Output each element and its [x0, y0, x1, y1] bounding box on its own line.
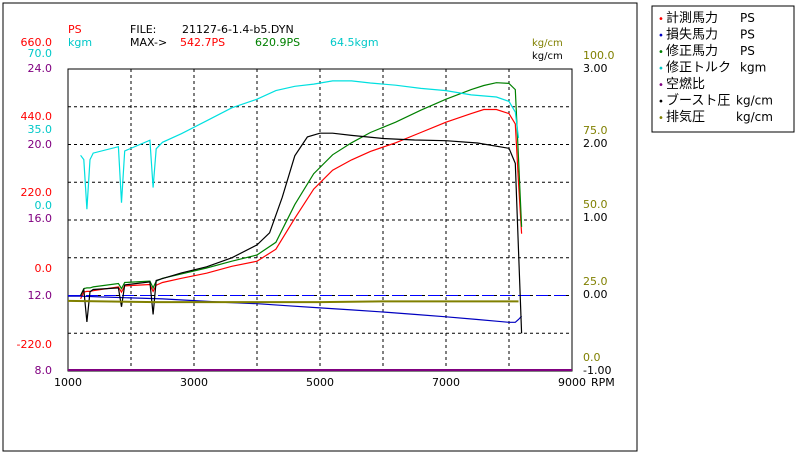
legend-entry-unit: kg/cm	[736, 110, 773, 124]
max-measured-hp: 542.7PS	[180, 36, 225, 49]
max-torque: 64.5kgm	[330, 36, 379, 49]
legend-entry-unit: kg/cm	[736, 94, 773, 108]
kgm-unit-label: kgm	[68, 36, 92, 49]
legend-marker: •	[658, 31, 664, 42]
right-tick-label-boost: 1.00	[583, 211, 608, 224]
loss-hp-line	[68, 295, 523, 323]
legend-marker: •	[658, 64, 664, 75]
right-tick-label-boost: 3.00	[583, 62, 608, 75]
right-tick-label-exhaust: 0.0	[583, 351, 601, 364]
left-tick-label: 0.0	[35, 199, 53, 212]
right-tick-label-boost: 0.00	[583, 288, 608, 301]
x-unit-label: RPM	[591, 376, 615, 389]
legend-entry-unit: PS	[740, 11, 755, 25]
exhaust-unit-label: kg/cm	[532, 38, 563, 49]
right-tick-label-exhaust: 100.0	[583, 49, 615, 62]
x-tick-label: 3000	[180, 376, 208, 389]
left-tick-label: 660.0	[21, 36, 53, 49]
legend-marker: •	[658, 14, 664, 25]
legend-entry-unit: PS	[740, 44, 755, 58]
x-tick-label: 1000	[54, 376, 82, 389]
legend-entry-name: 計測馬力	[666, 10, 718, 26]
right-tick-label-boost: -1.00	[583, 364, 611, 377]
corrected-hp-line	[80, 82, 523, 296]
legend-entry-unit: PS	[740, 28, 755, 42]
x-tick-label: 7000	[432, 376, 460, 389]
ps-unit-label: PS	[68, 23, 82, 36]
left-tick-label: 0.0	[35, 262, 53, 275]
x-axis: 1000 3000 5000 7000 9000 RPM	[54, 376, 615, 389]
legend-entry-name: 排気圧	[666, 109, 705, 125]
left-tick-label: 20.0	[28, 138, 53, 151]
left-tick-label: 24.0	[28, 62, 53, 75]
series-group	[67, 80, 523, 334]
right-tick-label-exhaust: 75.0	[583, 124, 608, 137]
boost-line	[80, 132, 523, 334]
x-tick-label: 5000	[306, 376, 334, 389]
right-tick-label-exhaust: 25.0	[583, 275, 608, 288]
left-tick-label: 440.0	[21, 110, 53, 123]
corrected-torque-line	[80, 80, 520, 210]
right-tick-label-boost: 2.00	[583, 137, 608, 150]
legend-entry-name: 空燃比	[666, 76, 705, 92]
left-axis: 660.070.024.0440.035.020.0220.00.016.00.…	[17, 36, 52, 377]
boost-unit-label: kg/cm	[532, 51, 563, 62]
legend-entry-name: 修正トルク	[666, 61, 731, 76]
max-corrected-hp: 620.9PS	[255, 36, 300, 49]
left-tick-label: 70.0	[28, 47, 53, 60]
legend-entry-unit: kgm	[740, 61, 766, 75]
file-label: FILE:	[130, 23, 156, 36]
left-tick-label: 16.0	[28, 212, 53, 225]
left-tick-label: 8.0	[35, 364, 53, 377]
legend-marker: •	[658, 113, 664, 124]
x-tick-label: 9000	[558, 376, 586, 389]
file-name: 21127-6-1.4-b5.DYN	[182, 23, 294, 36]
legend-marker: •	[658, 97, 664, 108]
legend-marker: •	[658, 80, 664, 91]
left-tick-label: 12.0	[28, 289, 53, 302]
max-label: MAX->	[130, 36, 167, 49]
exhaust-line	[67, 299, 519, 304]
legend-entry-name: ブースト圧	[666, 93, 730, 109]
legend-entry-name: 損失馬力	[666, 28, 718, 43]
right-tick-label-exhaust: 50.0	[583, 198, 608, 211]
legend-entry-name: 修正馬力	[666, 44, 718, 59]
grid	[68, 69, 572, 371]
left-tick-label: -220.0	[17, 338, 52, 351]
right-axis: 100.0 75.0 50.0 25.0 0.0 3.00 2.00 1.00 0.00 -1.0…	[583, 49, 615, 377]
left-tick-label: 35.0	[28, 123, 53, 136]
legend-marker: •	[658, 47, 664, 58]
legend: • 計測馬力 PS• 損失馬力 PS• 修正馬力 PS• 修正トルク kgm• 空燃比• ブースト圧…	[658, 10, 773, 125]
legend-box	[651, 5, 795, 133]
left-tick-label: 220.0	[21, 186, 53, 199]
